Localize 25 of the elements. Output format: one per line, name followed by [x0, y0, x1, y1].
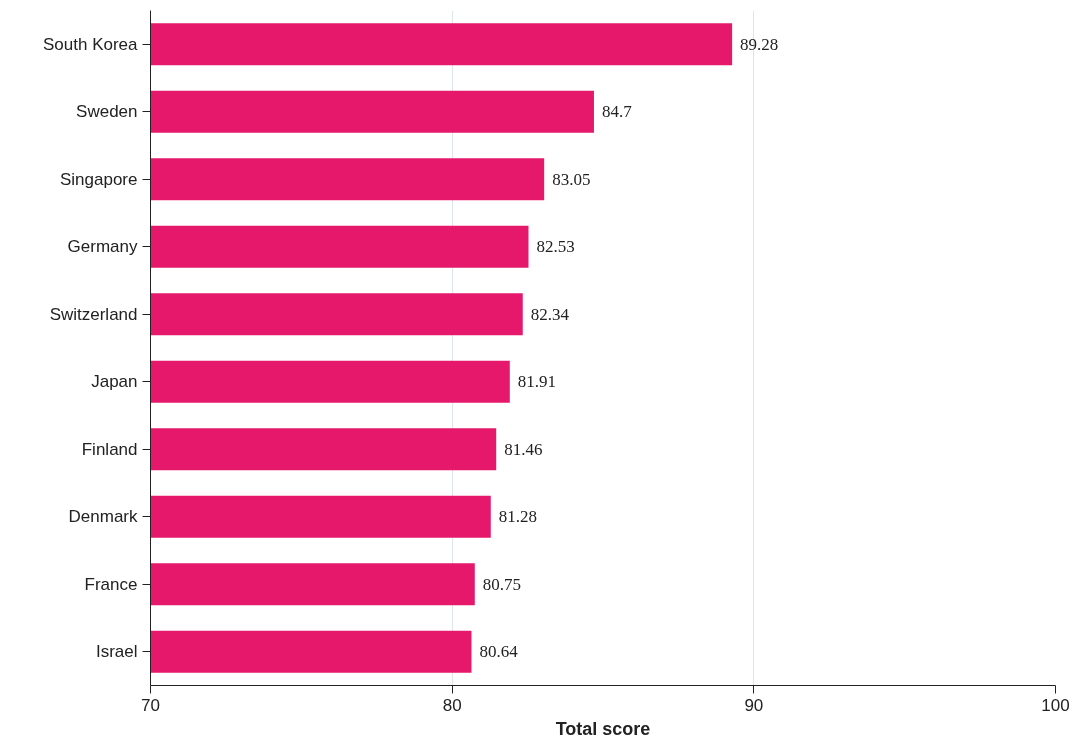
data-label: 89.28 [740, 34, 779, 54]
y-tick-label: Denmark [68, 507, 138, 527]
data-label: 80.64 [479, 642, 519, 662]
data-label: 82.34 [530, 304, 570, 324]
y-tick-label: Finland [81, 439, 138, 459]
y-tick-label: Sweden [76, 102, 138, 122]
data-label: 83.05 [552, 169, 591, 189]
data-label: 81.91 [517, 372, 557, 392]
data-label: 81.28 [498, 507, 538, 527]
x-axis-title: Total score [555, 718, 651, 739]
y-tick-label: France [84, 574, 138, 594]
data-label: 84.7 [601, 102, 633, 122]
y-tick-label: Germany [67, 237, 138, 257]
x-tick-label: 80 [442, 695, 462, 715]
x-tick-label: 90 [744, 695, 764, 715]
x-tick-label: 70 [141, 695, 160, 715]
y-tick-label: Japan [91, 372, 138, 392]
y-tick-label: Singapore [60, 169, 138, 189]
x-tick-label: 100 [1041, 695, 1070, 715]
y-tick-label: South Korea [42, 34, 139, 54]
y-tick-label: Switzerland [49, 304, 138, 324]
data-label: 81.46 [504, 439, 543, 459]
data-label: 82.53 [536, 237, 575, 257]
y-tick-label: Israel [95, 642, 138, 662]
data-label: 80.75 [482, 574, 522, 594]
